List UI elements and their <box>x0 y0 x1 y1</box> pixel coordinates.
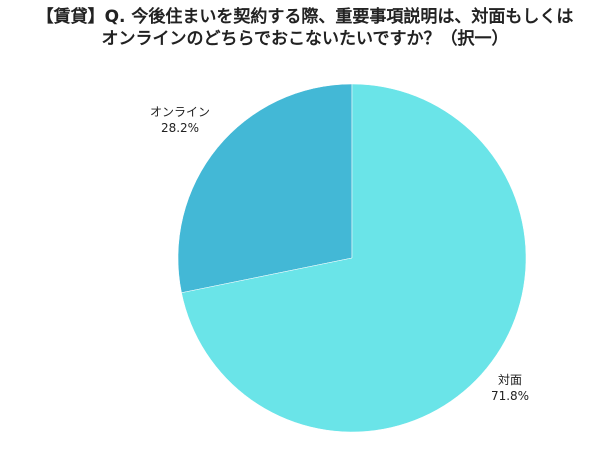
slice-category-label: オンライン <box>150 105 210 119</box>
slice-label-2: 対面 71.8% <box>491 373 529 403</box>
chart-title-line-1: 【賃貸】Q. 今後住まいを契約する際、重要事項説明は、対面もしくは <box>36 7 574 27</box>
pie-slice-2 <box>181 83 527 433</box>
slice-value-label: 28.2% <box>161 121 199 135</box>
chart-title-line-2: オンラインのどちらでおこないたいですか？（択一） <box>101 29 509 49</box>
pie-slice-1 <box>177 83 353 294</box>
chart-title: 【賃貸】Q. 今後住まいを契約する際、重要事項説明は、対面もしくは オンラインの… <box>0 6 610 50</box>
slice-label-1: オンライン 28.2% <box>150 105 210 135</box>
slice-value-label: 71.8% <box>491 389 529 403</box>
slice-category-label: 対面 <box>498 373 522 387</box>
